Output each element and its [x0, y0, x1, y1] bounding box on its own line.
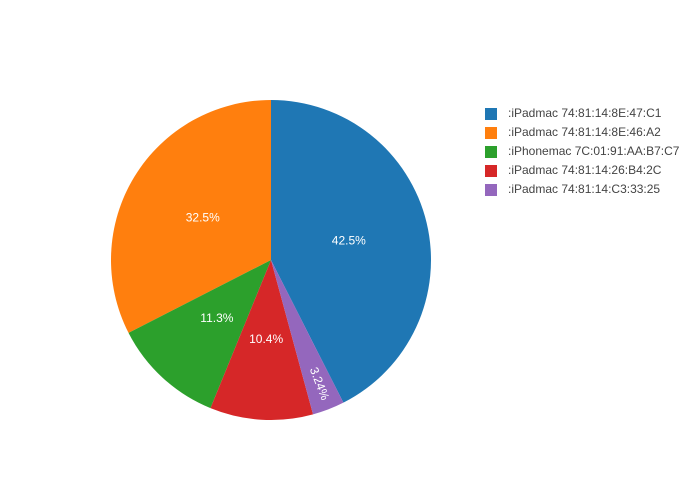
legend-label: :iPhonemac 7C:01:91:AA:B7:C7: [508, 144, 680, 158]
legend-label: :iPadmac 74:81:14:8E:47:C1: [508, 106, 662, 120]
pie-slice: [271, 260, 344, 415]
legend: :iPadmac 74:81:14:8E:47:C1 :iPadmac 74:81…: [485, 106, 680, 196]
legend-swatch: [485, 165, 497, 177]
legend-swatch: [485, 108, 497, 120]
pie-slice: [110, 100, 271, 333]
pie-slice: [271, 100, 431, 403]
legend-swatch: [485, 127, 497, 139]
legend-swatch: [485, 146, 497, 158]
legend-label: :iPadmac 74:81:14:C3:33:25: [508, 182, 660, 196]
pie-slice: [210, 260, 314, 420]
legend-label: :iPadmac 74:81:14:8E:46:A2: [508, 125, 661, 139]
pie-slice: [128, 260, 271, 409]
legend-swatch: [485, 184, 497, 196]
slice-label: 10.4%: [249, 332, 283, 346]
slice-label: 32.5%: [186, 210, 220, 224]
slice-label: 11.3%: [200, 311, 233, 325]
slice-label: 42.5%: [332, 234, 366, 248]
legend-label: :iPadmac 74:81:14:26:B4:2C: [508, 163, 662, 177]
